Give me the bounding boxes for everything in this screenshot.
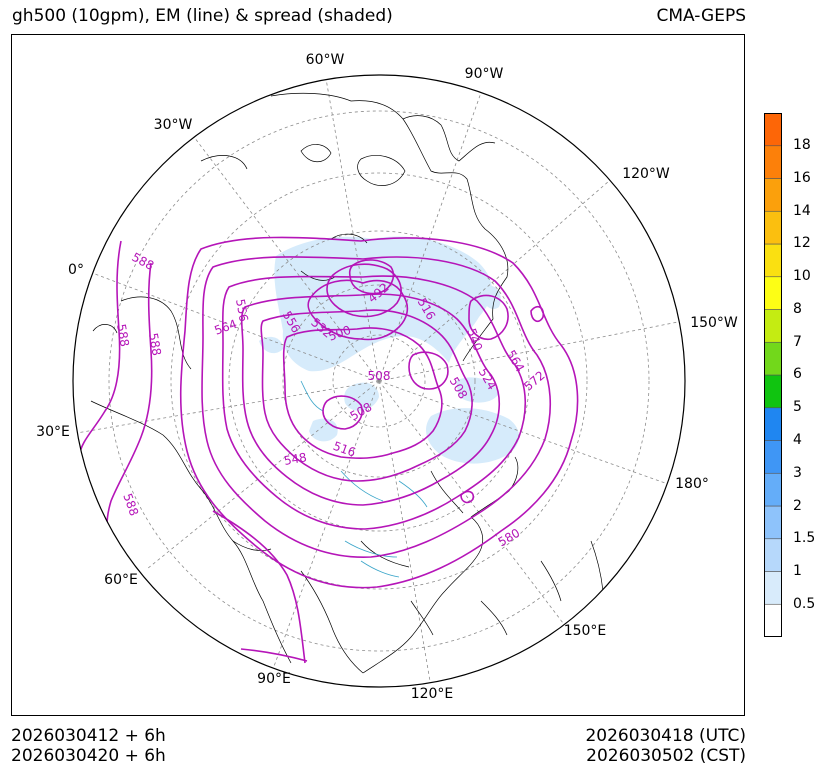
colorbar-label: 12 [793,235,811,251]
contour-label: 564 [212,317,238,338]
valid-time-utc: 2026030418 (UTC) [585,726,746,746]
lon-label-150e: 150°E [564,623,607,639]
colorbar-segment [763,603,783,638]
contour-label: 588 [120,491,141,517]
colorbar-segment [763,341,783,376]
colorbar-segment [763,571,783,605]
lon-label-90w: 90°W [465,66,504,82]
lon-label-60e: 60°E [104,572,138,588]
contour-label: 508 [368,369,391,383]
colorbar-segment [763,145,783,179]
contour-label: 540 [464,326,485,352]
init-time-utc: 2026030412 + 6h [11,726,166,746]
contour-label: 516 [331,439,357,460]
colorbar-label: 3 [793,465,802,481]
contours [78,236,579,664]
colorbar-segment [763,505,783,540]
map-boundary [72,74,686,688]
colorbar-label: 1 [793,563,802,579]
colorbar-segment [763,276,783,310]
init-time: 2026030412 + 6h 2026030420 + 6h [11,726,166,766]
colorbar-label: 16 [793,170,811,186]
chart-title: gh500 (10gpm), EM (line) & spread (shade… [12,6,393,26]
colorbar-segment [763,407,783,441]
lon-label-0: 0° [68,262,84,278]
lon-label-60w: 60°W [306,52,345,68]
colorbar-segment [763,178,783,212]
graticule [76,75,684,687]
colorbar-segment [763,210,783,245]
contour-label: 588 [146,332,164,357]
colorbar-label: 1.5 [793,530,816,546]
colorbar-label: 7 [793,334,802,350]
contour-labels: 588 588 588 588 556 564 556 532 500 492 … [114,250,548,549]
valid-time-cst: 2026030502 (CST) [586,746,746,766]
contour-label: 556 [233,298,251,323]
colorbar-segment [763,472,783,507]
lon-label-120w: 120°W [622,166,670,182]
lon-label-120e: 120°E [411,686,454,702]
colorbar [763,112,783,638]
colorbar-label: 8 [793,301,802,317]
contour-label: 588 [114,323,132,348]
colorbar-segment [763,538,783,572]
colorbar-label: 10 [793,268,811,284]
contour-label: 564 [504,348,528,375]
spread-shading [259,236,520,464]
colorbar-segment [763,374,783,409]
colorbar-label: 2 [793,498,802,514]
colorbar-segment [763,309,783,343]
colorbar-label: 18 [793,137,811,153]
lon-label-90e: 90°E [257,671,291,687]
colorbar-label: 14 [793,203,811,219]
init-time-cst: 2026030420 + 6h [11,746,166,766]
lon-label-30w: 30°W [154,117,193,133]
lon-label-30e: 30°E [36,424,70,440]
valid-time: 2026030418 (UTC) 2026030502 (CST) [585,726,746,766]
colorbar-segment [763,440,783,474]
lon-label-150w: 150°W [690,315,738,331]
longitude-labels: 60°W 90°W 30°W 120°W 0° 150°W 30°E 180° … [36,52,738,702]
colorbar-segment [763,112,783,147]
colorbar-label: 4 [793,432,802,448]
contour-label: 572 [521,368,548,393]
model-name: CMA-GEPS [656,6,746,26]
colorbar-label: 5 [793,399,802,415]
colorbar-label: 6 [793,366,802,382]
lon-label-180: 180° [675,476,709,492]
colorbar-label: 0.5 [793,596,816,612]
polar-map: 588 588 588 588 556 564 556 532 500 492 … [36,52,738,702]
colorbar-segment [763,243,783,278]
contour-label: 580 [496,526,523,550]
contour-label: 548 [283,450,308,468]
map-frame: 588 588 588 588 556 564 556 532 500 492 … [11,34,745,716]
